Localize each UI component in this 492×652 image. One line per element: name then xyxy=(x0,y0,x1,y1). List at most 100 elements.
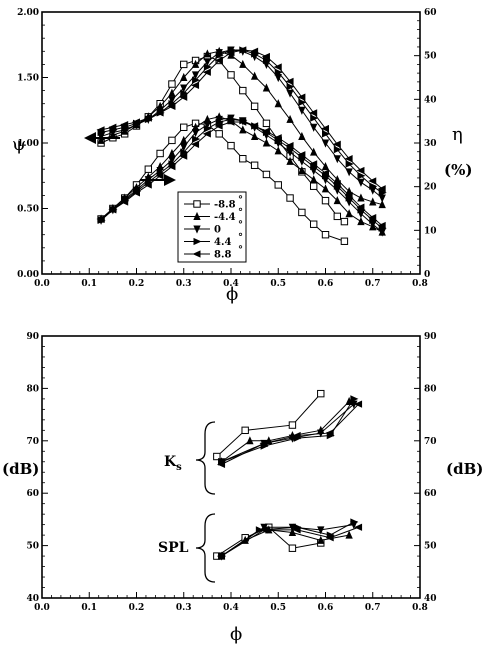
efficiency-series-0-point xyxy=(227,141,235,150)
bottom-series-2 xyxy=(217,400,358,561)
spl-series-1-point xyxy=(345,530,353,539)
spl-series-1-point xyxy=(288,527,297,537)
efficiency-series-4-point xyxy=(368,214,377,222)
y-right-tick-label: 0 xyxy=(424,270,430,280)
x-tick-label: 0.8 xyxy=(412,603,428,613)
head-series-2-point xyxy=(298,106,306,115)
efficiency-series-0-point xyxy=(144,165,153,173)
head-series-4-point xyxy=(202,68,211,76)
bottom-series-group xyxy=(213,389,363,561)
ks-series-4-point xyxy=(325,429,334,437)
y-right-tick-label: 50 xyxy=(424,542,437,552)
efficiency-series-4-point xyxy=(226,118,235,126)
efficiency-series-0-point xyxy=(168,136,176,145)
y-right-tick-label: 90 xyxy=(424,332,437,342)
head-series-4-point xyxy=(238,46,247,54)
series-4 xyxy=(96,46,386,230)
head-series-4-point xyxy=(179,93,188,101)
head-series-4-point xyxy=(309,109,318,117)
bottom-chart: 0.0 0.1 0.2 0.3 0.4 0.5 0.6 0.7 0.8 40 50 60 70 80 90… xyxy=(2,332,483,645)
bottom-x-ticks: 0.0 0.1 0.2 0.3 0.4 0.5 0.6 0.7 0.8 xyxy=(34,592,428,613)
head-series-4-point xyxy=(344,155,353,163)
bottom-y-ticks-right: 40 50 60 70 80 90 xyxy=(414,332,437,604)
head-series-1-point xyxy=(239,59,247,68)
efficiency-series-4-point xyxy=(332,179,341,188)
head-series-4-point xyxy=(332,140,341,148)
efficiency-series-4-point xyxy=(155,172,164,180)
head-series-0-point xyxy=(168,80,176,88)
x-tick-label: 0.2 xyxy=(129,279,145,289)
legend-degree: ° xyxy=(238,245,243,256)
legend-item: 0 ° xyxy=(184,220,243,236)
legend-item: 8.8 ° xyxy=(184,245,243,261)
y-left-tick-label: 40 xyxy=(26,594,39,604)
legend-marker xyxy=(193,225,201,234)
top-y-ticks-right: 0 10 20 30 40 50 60 xyxy=(414,8,437,280)
head-series-3-point xyxy=(215,51,224,59)
head-series-4-point xyxy=(96,126,105,134)
efficiency-series-0-point xyxy=(215,130,223,138)
efficiency-series-1-point xyxy=(345,209,353,218)
x-tick-label: 0.6 xyxy=(318,603,334,613)
efficiency-series-4-point xyxy=(309,160,318,168)
ks-series-0-point xyxy=(288,421,297,429)
top-y-label-right-unit: (%) xyxy=(444,161,472,179)
y-left-tick-label: 90 xyxy=(26,332,39,342)
efficiency-series-0-point xyxy=(298,208,306,217)
head-series-1-point xyxy=(286,114,294,123)
head-series-0-point xyxy=(321,196,330,205)
top-series-group xyxy=(96,46,387,245)
efficiency-series-1-point xyxy=(310,175,318,184)
head-series-3-point xyxy=(321,130,331,138)
ks-series-4-point xyxy=(216,460,226,469)
head-series-4-point xyxy=(131,118,140,126)
head-series-4-point xyxy=(273,63,282,71)
efficiency-series-3-point xyxy=(180,148,189,156)
x-tick-label: 0.3 xyxy=(176,279,192,289)
head-series-3-point xyxy=(345,160,354,168)
efficiency-series-4-point xyxy=(190,140,200,148)
head-series-4-point xyxy=(368,177,377,185)
efficiency-series-4-point xyxy=(167,162,176,171)
y-left-tick-label: 50 xyxy=(26,542,39,552)
head-series-0-point xyxy=(262,119,271,128)
y-left-tick-label: 0.00 xyxy=(17,270,39,280)
efficiency-series-4-point xyxy=(108,206,117,214)
efficiency-series-4-point xyxy=(179,152,188,160)
spl-label: SPL xyxy=(158,540,189,556)
head-series-0-point xyxy=(250,102,259,111)
legend-item: 4.4 ° xyxy=(184,233,243,248)
ks-label: Ks xyxy=(164,454,182,473)
efficiency-series-3-point xyxy=(192,135,201,143)
efficiency-series-4-point xyxy=(202,130,211,138)
ks-series-0-point xyxy=(317,389,325,398)
legend-box xyxy=(177,191,247,263)
legend-label: 0 xyxy=(214,225,221,236)
spl-series-4-point xyxy=(325,534,334,542)
efficiency-series-3-point xyxy=(215,118,224,126)
x-tick-label: 0.2 xyxy=(129,603,145,613)
head-series-3-point xyxy=(286,83,295,91)
head-series-1-point xyxy=(262,83,271,92)
head-series-1-point xyxy=(357,193,365,202)
legend-marker xyxy=(193,237,202,246)
y-right-tick-label: 20 xyxy=(424,183,437,193)
x-tick-label: 0.7 xyxy=(365,603,381,613)
efficiency-series-0-point xyxy=(309,220,318,228)
legend-marker xyxy=(192,250,201,258)
bottom-x-label: ϕ xyxy=(230,624,242,645)
top-y-ticks-left: 0.00 0.50 1.00 1.50 2.00 xyxy=(17,8,48,280)
spl-series-1-point xyxy=(317,535,325,544)
y-right-tick-label: 60 xyxy=(424,489,437,499)
head-series-2-point xyxy=(180,84,188,93)
ks-series-0-point xyxy=(213,452,221,461)
head-series-0-point xyxy=(239,86,247,95)
efficiency-series-4-point xyxy=(356,203,365,211)
y-right-tick-label: 10 xyxy=(424,226,437,236)
head-series-2-point xyxy=(286,89,294,98)
efficiency-series-4-point xyxy=(320,169,330,177)
x-tick-label: 0.8 xyxy=(412,279,428,289)
head-series-2-point xyxy=(357,178,365,187)
legend-item: -8.8 ° xyxy=(184,195,243,211)
head-series-4-point xyxy=(190,81,200,90)
